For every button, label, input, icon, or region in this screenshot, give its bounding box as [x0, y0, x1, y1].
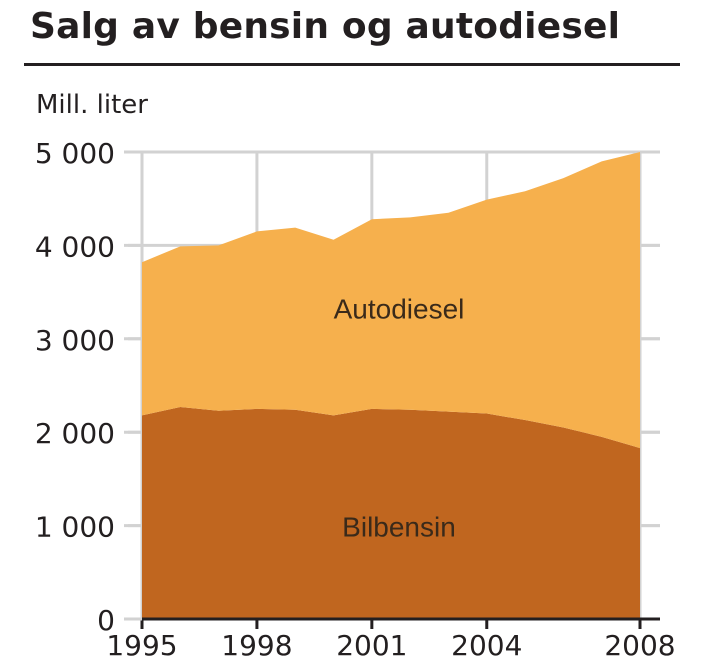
y-tick-label: 3 000	[35, 324, 115, 357]
x-tick-label: 1998	[221, 629, 292, 662]
y-tick-label: 2 000	[35, 417, 115, 450]
x-tick-label: 2001	[336, 629, 407, 662]
series-label-bilbensin: Bilbensin	[342, 511, 456, 542]
areas	[142, 152, 640, 619]
y-tick-label: 4 000	[35, 230, 115, 263]
y-tick-label: 5 000	[35, 137, 115, 170]
title-underline	[24, 63, 680, 66]
x-tick-label: 2004	[451, 629, 522, 662]
y-axis-label: Mill. liter	[36, 90, 148, 120]
x-tick-label: 1995	[106, 629, 177, 662]
area-bilbensin	[142, 406, 640, 619]
y-tick-label: 1 000	[35, 511, 115, 544]
series-label-autodiesel: Autodiesel	[334, 294, 465, 325]
area-autodiesel	[142, 152, 640, 449]
y-tick-label: 0	[97, 604, 115, 637]
labels: 0 1 000 2 000 3 000 4 000 5 000 1995 1998 2001 20…	[35, 90, 676, 662]
axes	[124, 150, 660, 629]
x-tick-label: 2008	[604, 629, 675, 662]
chart-title: Salg av bensin og autodiesel	[30, 6, 621, 47]
